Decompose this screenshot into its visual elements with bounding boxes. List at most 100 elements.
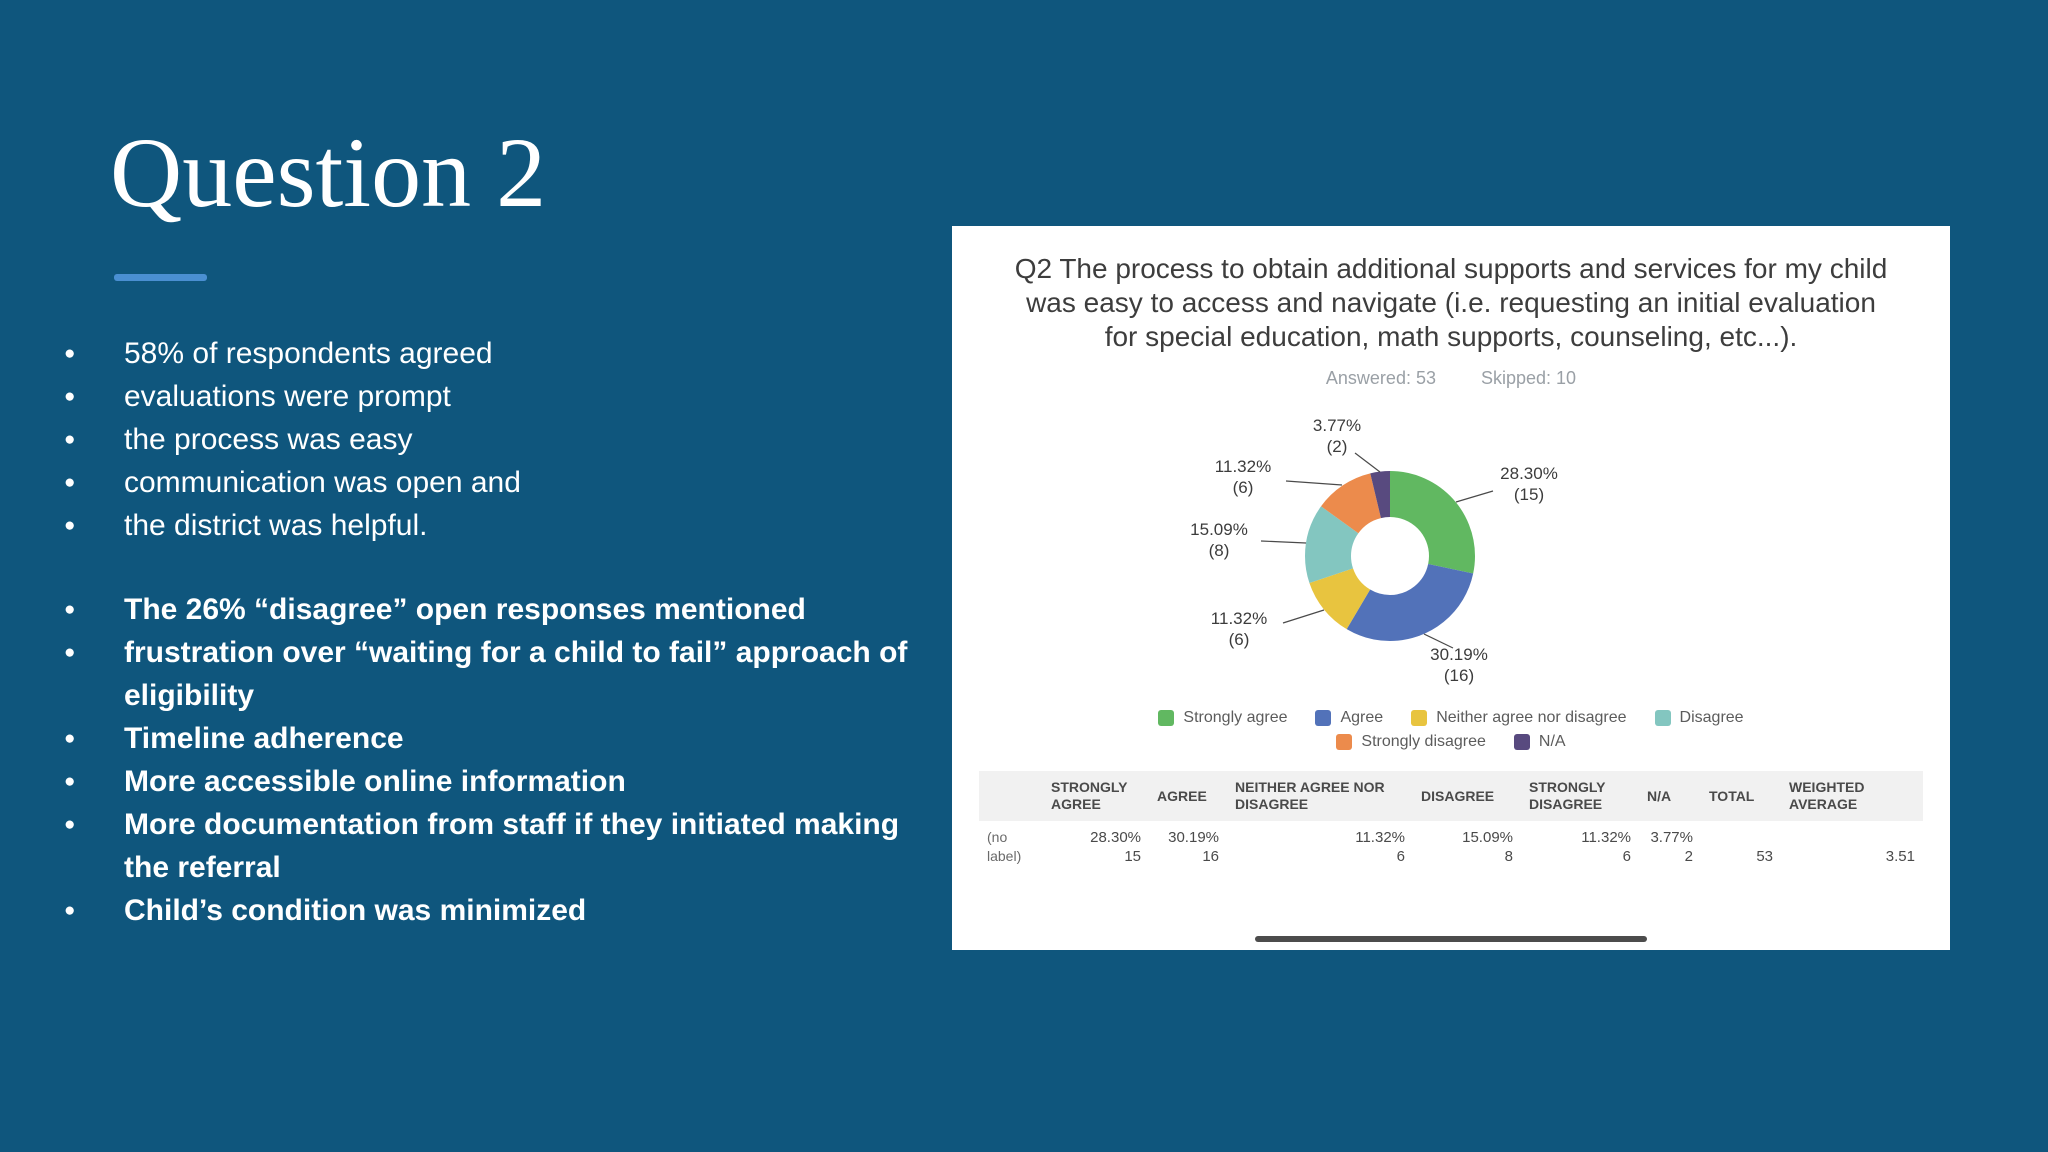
leader-lines (1260, 452, 1494, 649)
legend-item-strongly-disagree: Strongly disagree (1336, 733, 1486, 751)
cell-count: 16 (1202, 848, 1219, 865)
slice-label-strongly-disagree: 11.32% (6) (1215, 456, 1271, 498)
cell-percent (1709, 828, 1773, 847)
donut-chart (1260, 452, 1494, 649)
cell-percent: 11.32% (1355, 829, 1405, 846)
leader-line (1260, 540, 1307, 544)
table-cell-weighted-average: 3.51 (1781, 821, 1923, 871)
cell-count: 6 (1396, 848, 1405, 865)
slice-label-agree: 30.19% (16) (1430, 644, 1488, 686)
cell-count: 15 (1124, 848, 1141, 865)
list-item: frustration over “waiting for a child to… (62, 631, 942, 717)
list-item: The 26% “disagree” open responses mentio… (62, 588, 942, 631)
table-cell-total: 53 (1701, 821, 1781, 871)
table-cell: 28.30% 15 (1043, 821, 1149, 871)
cell-percent: 11.32% (1581, 829, 1631, 846)
table-row: (no label) 28.30% 15 30.19% 16 11.32% 6 (979, 821, 1923, 871)
legend-color-swatch (1654, 710, 1671, 726)
legend-color-swatch (1411, 710, 1428, 726)
list-item: evaluations were prompt (62, 375, 942, 418)
survey-question-title: Q2 The process to obtain additional supp… (1014, 253, 1888, 352)
list-item: 58% of respondents agreed (62, 332, 942, 375)
slice-label-na: 3.77% (2) (1313, 415, 1361, 457)
cell-percent: 3.77% (1650, 829, 1693, 846)
slice-label-pct: 11.32% (1210, 609, 1268, 628)
table-header-cell: N/A (1639, 771, 1701, 821)
horizontal-scrollbar-thumb[interactable] (1255, 936, 1647, 942)
cell-percent: 15.09% (1462, 829, 1513, 846)
slice-label-count: (15) (1513, 485, 1545, 504)
cell-count: 8 (1504, 848, 1513, 865)
table-cell: 3.77% 2 (1639, 821, 1701, 871)
legend-color-swatch (1315, 710, 1332, 726)
legend-label: N/A (1538, 733, 1566, 750)
cell-percent: 30.19% (1168, 829, 1219, 846)
slice-label-pct: 11.32% (1214, 457, 1272, 476)
legend-item-neither: Neither agree nor disagree (1411, 709, 1627, 727)
list-item: Timeline adherence (62, 717, 942, 760)
slice-label-pct: 30.19% (1430, 645, 1488, 664)
slice-label-pct: 15.09% (1190, 520, 1248, 539)
survey-results-panel: Q2 The process to obtain additional supp… (952, 226, 1950, 950)
table-header-cell (979, 771, 1043, 821)
donut-slice-3 (1305, 471, 1475, 641)
chart-legend: Strongly agree Agree Neither agree nor d… (952, 709, 1950, 751)
slice-label-pct: 3.77% (1312, 416, 1362, 435)
leader-line (1354, 452, 1381, 473)
list-item: Child’s condition was minimized (62, 889, 942, 932)
donut-slice-1 (1305, 471, 1475, 641)
results-table: STRONGLY AGREE AGREE NEITHER AGREE NOR D… (979, 771, 1923, 871)
legend-color-swatch (1513, 734, 1530, 750)
donut-slice-5 (1305, 471, 1475, 641)
cell-count: 2 (1684, 848, 1693, 865)
slice-label-count: (6) (1228, 630, 1250, 649)
table-header-cell: TOTAL (1701, 771, 1781, 821)
list-item: communication was open and (62, 461, 942, 504)
legend-label: Neither agree nor disagree (1436, 709, 1627, 726)
list-item: the district was helpful. (62, 504, 942, 547)
table-header-row: STRONGLY AGREE AGREE NEITHER AGREE NOR D… (979, 771, 1923, 821)
slice-label-neither: 11.32% (6) (1211, 608, 1267, 650)
table-header-cell: WEIGHTED AVERAGE (1781, 771, 1923, 821)
table-header-cell: STRONGLY DISAGREE (1521, 771, 1639, 821)
donut-chart-region: 28.30% (15) 30.19% (16) 11.32% (6) 15.09… (1011, 391, 1891, 701)
legend-label: Disagree (1679, 709, 1744, 726)
list-item: the process was easy (62, 418, 942, 461)
slice-label-count: (6) (1232, 478, 1254, 497)
table-cell: 15.09% 8 (1413, 821, 1521, 871)
list-item: More documentation from staff if they in… (62, 803, 942, 889)
slice-label-count: (16) (1443, 666, 1475, 685)
table-header-cell: NEITHER AGREE NOR DISAGREE (1227, 771, 1413, 821)
skipped-count: Skipped: 10 (1481, 368, 1577, 388)
legend-label: Strongly disagree (1361, 733, 1486, 750)
table-cell: 30.19% 16 (1149, 821, 1227, 871)
cell-count: 3.51 (1885, 848, 1915, 865)
leader-line (1282, 609, 1325, 624)
table-header-cell: STRONGLY AGREE (1043, 771, 1149, 821)
leader-line (1455, 490, 1494, 503)
legend-row: Strongly disagree N/A (952, 733, 1950, 751)
legend-item-na: N/A (1513, 733, 1566, 751)
legend-item-strongly-agree: Strongly agree (1158, 709, 1287, 727)
leader-line (1423, 633, 1454, 649)
row-label-cell: (no label) (987, 829, 1022, 864)
cell-percent: 28.30% (1090, 829, 1141, 846)
legend-row: Strongly agree Agree Neither agree nor d… (952, 709, 1950, 727)
table-header-cell: AGREE (1149, 771, 1227, 821)
slice-label-pct: 28.30% (1500, 464, 1558, 483)
legend-item-disagree: Disagree (1654, 709, 1744, 727)
slice-label-strongly-agree: 28.30% (15) (1500, 463, 1558, 505)
bullet-list-disagree-responses: The 26% “disagree” open responses mentio… (62, 588, 942, 932)
list-item: More accessible online information (62, 760, 942, 803)
legend-label: Agree (1340, 709, 1384, 726)
legend-item-agree: Agree (1315, 709, 1383, 727)
legend-color-swatch (1336, 734, 1353, 750)
table-header-cell: DISAGREE (1413, 771, 1521, 821)
cell-count: 6 (1622, 848, 1631, 865)
table-cell: 11.32% 6 (1521, 821, 1639, 871)
bullet-list-summary: 58% of respondents agreed evaluations we… (62, 332, 942, 547)
page-title: Question 2 (110, 117, 547, 228)
leader-line (1285, 480, 1343, 486)
slice-label-count: (2) (1326, 437, 1348, 456)
cell-count: 53 (1756, 848, 1773, 865)
